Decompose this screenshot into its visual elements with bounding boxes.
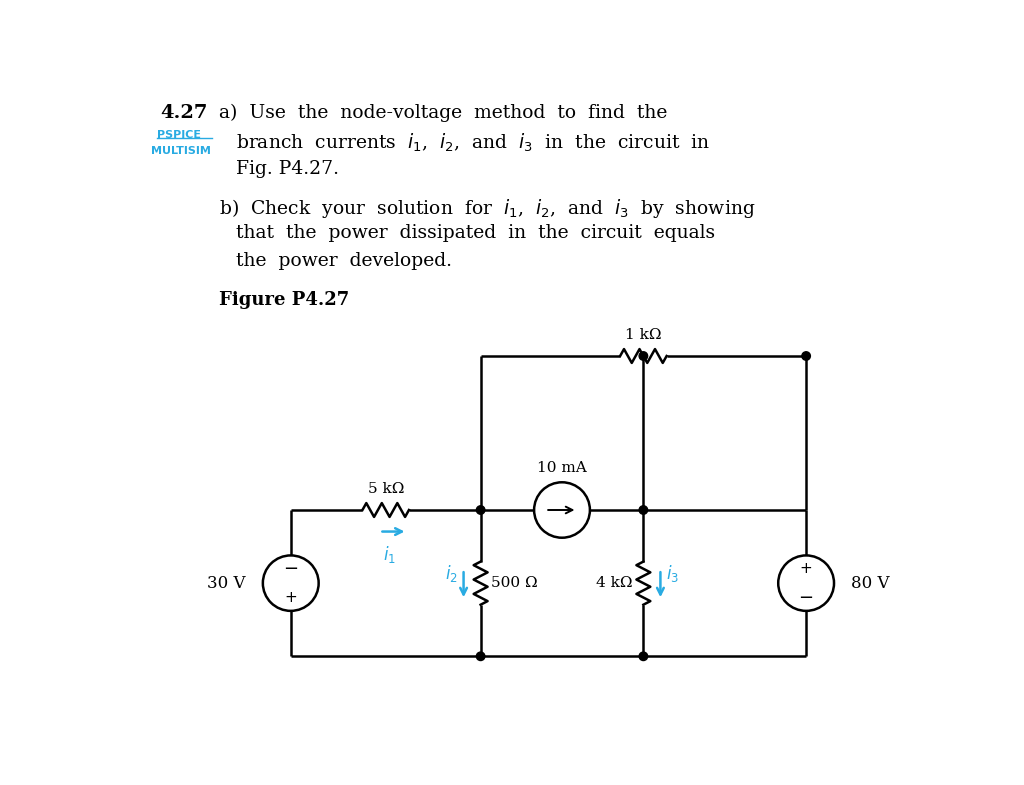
Text: the  power  developed.: the power developed. [237, 252, 453, 270]
Text: Fig. P4.27.: Fig. P4.27. [237, 159, 340, 177]
Text: 4 kΩ: 4 kΩ [596, 576, 633, 590]
Circle shape [476, 652, 485, 660]
Text: 5 kΩ: 5 kΩ [368, 482, 403, 496]
Circle shape [476, 506, 485, 514]
Text: 80 V: 80 V [851, 575, 890, 592]
Text: branch  currents  $i_1$,  $i_2$,  and  $i_3$  in  the  circuit  in: branch currents $i_1$, $i_2$, and $i_3$ … [237, 132, 711, 154]
Text: +: + [285, 590, 297, 605]
Text: $i_2$: $i_2$ [444, 564, 458, 584]
Text: that  the  power  dissipated  in  the  circuit  equals: that the power dissipated in the circuit… [237, 225, 716, 243]
Circle shape [802, 352, 810, 360]
Text: $i_1$: $i_1$ [383, 544, 396, 565]
Text: 10 mA: 10 mA [538, 462, 587, 476]
Text: −: − [799, 589, 814, 607]
Text: 30 V: 30 V [207, 575, 246, 592]
Text: 4.27: 4.27 [161, 104, 208, 122]
Text: a)  Use  the  node-voltage  method  to  find  the: a) Use the node-voltage method to find t… [219, 104, 668, 122]
Text: −: − [284, 560, 298, 578]
Text: 500 Ω: 500 Ω [492, 576, 538, 590]
Text: $i_3$: $i_3$ [667, 564, 679, 584]
Text: 1 kΩ: 1 kΩ [625, 328, 662, 342]
Circle shape [639, 352, 647, 360]
Circle shape [639, 652, 647, 660]
Text: PSPICE: PSPICE [158, 130, 202, 141]
Text: MULTISIM: MULTISIM [152, 146, 211, 155]
Text: Figure P4.27: Figure P4.27 [219, 290, 350, 309]
Text: b)  Check  your  solution  for  $i_1$,  $i_2$,  and  $i_3$  by  showing: b) Check your solution for $i_1$, $i_2$,… [219, 196, 756, 220]
Circle shape [639, 506, 647, 514]
Text: +: + [800, 561, 812, 576]
